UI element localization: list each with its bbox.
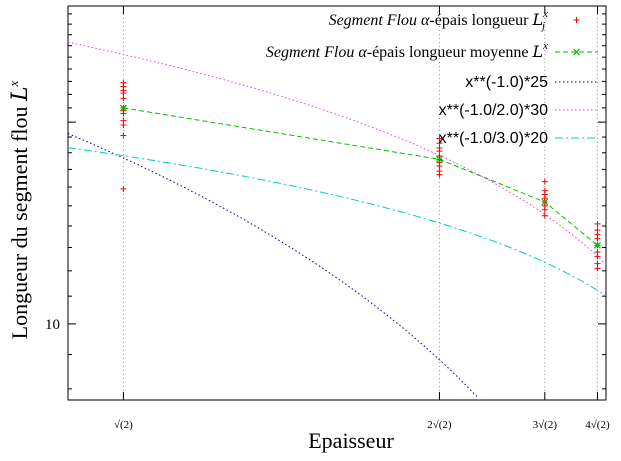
curves [67, 41, 607, 398]
curve-series-3 [67, 41, 607, 265]
legend: Segment Flou α-épais longueur Lx j Segment… [266, 8, 598, 147]
point-3-7 [594, 227, 601, 234]
mean-point-2 [541, 198, 549, 206]
x-tick-label-1: 2√(2) [427, 419, 452, 431]
legend-label-2: x**(-1.0)*25 [465, 74, 548, 91]
x-axis-label: Epaisseur [308, 428, 394, 453]
y-axis-label-sup: x [6, 80, 21, 87]
mean-point-0 [119, 104, 127, 112]
legend-marker-1 [573, 48, 580, 56]
point-2-6 [541, 187, 548, 194]
legend-label-3: x**(-1.0/2.0)*30 [439, 102, 548, 119]
legend-label-4: x**(-1.0/3.0)*20 [439, 130, 548, 147]
point-0-11 [120, 79, 127, 86]
y-axis-label: Longueur du segment flou Lx [6, 80, 33, 339]
point-1-1 [436, 168, 443, 175]
point-3-3 [594, 249, 601, 256]
point-0-3 [120, 117, 127, 124]
data-points [119, 79, 601, 272]
grid-lines [122, 6, 598, 400]
plot-frame [67, 5, 607, 401]
legend-label-0: Segment Flou α-épais longueur Lx j [329, 8, 549, 32]
line-series-1 [123, 107, 598, 246]
point-1-9 [436, 135, 443, 142]
curve-series-4 [67, 147, 607, 297]
point-2-7 [541, 178, 548, 185]
point-3-1 [594, 260, 601, 267]
y-tick-label-0: 10 [45, 317, 60, 333]
x-tick-label-3: 4√(2) [585, 419, 610, 431]
legend-marker-0 [573, 17, 580, 23]
mean-point-1 [436, 155, 443, 163]
x-tick-label-0: √(2) [114, 419, 133, 431]
y-axis-label-symbol: L [8, 86, 33, 102]
point-0-1 [120, 132, 127, 139]
y-axis-label-text: Longueur du segment flou [7, 107, 32, 340]
point-0-0 [120, 185, 127, 192]
mean-point-3 [594, 241, 601, 249]
point-3-8 [594, 220, 601, 227]
point-2-0 [541, 212, 548, 219]
axis-ticks: √(2) 2√(2) 3√(2) 4√(2) 10 [45, 6, 610, 431]
x-tick-label-2: 3√(2) [533, 419, 558, 431]
curve-series-2 [67, 133, 478, 398]
point-0-7 [120, 95, 127, 102]
legend-label-1: Segment Flou α-épais longueur moyenne Lx [266, 40, 548, 61]
